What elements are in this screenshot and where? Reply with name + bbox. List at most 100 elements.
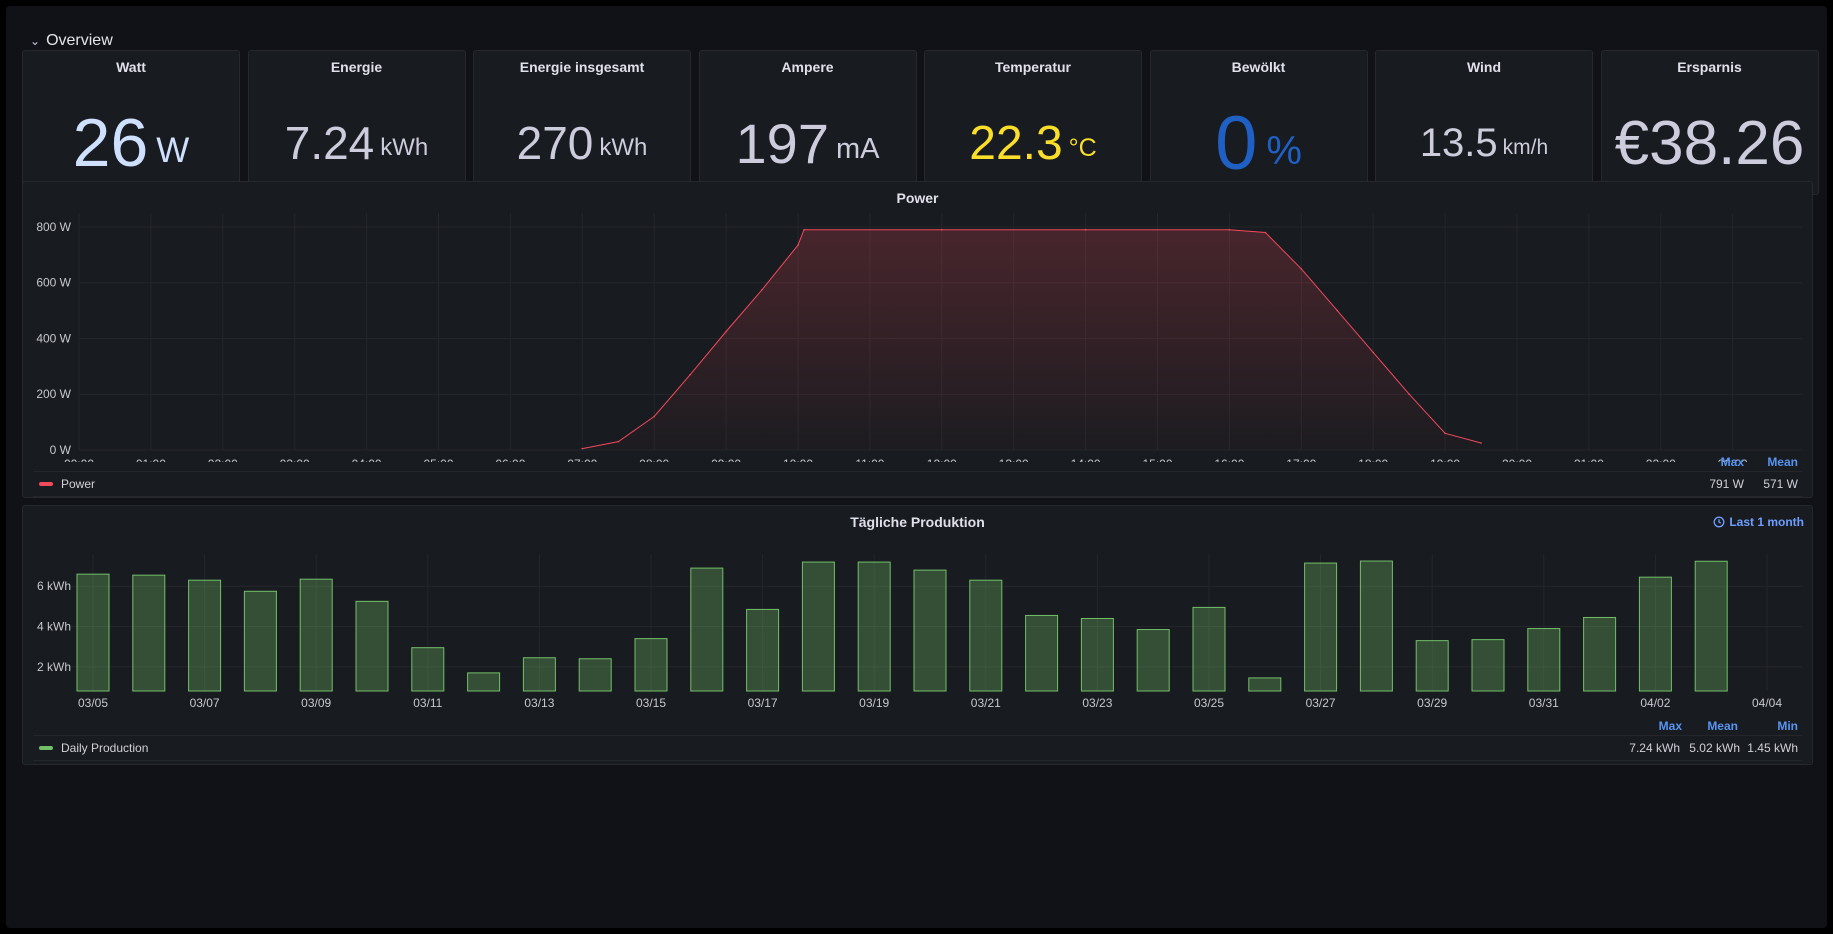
production-bar[interactable] <box>1304 562 1338 692</box>
power-area <box>582 229 1482 450</box>
production-bar[interactable] <box>467 672 501 692</box>
power-legend: Power 791 W 571 W <box>33 471 1802 497</box>
power-data-point <box>617 440 620 443</box>
stat-value-wrapper: 0% <box>1151 91 1367 195</box>
time-range-info[interactable]: Last 1 month <box>1713 515 1804 529</box>
power-chart[interactable]: 00:00 01:00 02:00 03:00 04:00 05:00 06:00 07:00… <box>23 182 1812 462</box>
power-data-point <box>653 415 655 418</box>
x-tick-label: 10:00 <box>783 457 813 462</box>
stat-panel[interactable]: Wind 13.5 km/h <box>1375 50 1593 195</box>
production-bar[interactable] <box>1192 606 1226 692</box>
legend-header-mean[interactable]: Mean <box>1767 455 1798 469</box>
legend-series-label: Power <box>61 477 96 491</box>
stat-title: Ersparnis <box>1677 59 1742 75</box>
production-bar[interactable] <box>1638 576 1672 692</box>
stat-value: 26 <box>72 105 149 181</box>
power-data-point <box>1228 228 1231 231</box>
production-bar[interactable] <box>969 579 1003 692</box>
power-data-point <box>1300 267 1303 270</box>
stat-title: Temperatur <box>995 59 1071 75</box>
power-data-point <box>941 228 943 231</box>
stat-value-wrapper: 13.5 km/h <box>1376 91 1592 195</box>
x-tick-label: 03/09 <box>301 696 331 710</box>
legend-header-mean[interactable]: Mean <box>1707 719 1738 733</box>
production-bar[interactable] <box>1583 616 1617 692</box>
x-tick-label: 19:00 <box>1430 457 1460 462</box>
stat-value-wrapper: 26 W <box>23 91 239 195</box>
x-tick-label: 07:00 <box>567 457 597 462</box>
production-bar[interactable] <box>1080 617 1114 692</box>
production-bar[interactable] <box>1415 640 1449 692</box>
row-header-overview[interactable]: ⌄ Overview <box>30 28 113 54</box>
stat-value-wrapper: 22.3 °C <box>925 91 1141 195</box>
stat-value-wrapper: 7.24 kWh <box>249 91 465 195</box>
production-bar[interactable] <box>1694 560 1728 692</box>
production-bar[interactable] <box>1471 639 1505 692</box>
power-data-point <box>1264 231 1267 234</box>
production-bar[interactable] <box>1248 677 1282 692</box>
legend-max-value: 791 W <box>1709 477 1744 491</box>
stat-panel[interactable]: Ersparnis €38.26 <box>1600 50 1819 195</box>
y-tick-label: 2 kWh <box>37 660 71 674</box>
production-bar[interactable] <box>1025 614 1059 692</box>
stat-value-wrapper: €38.26 <box>1602 91 1818 195</box>
production-bar[interactable] <box>76 573 110 692</box>
x-tick-label: 23:00 <box>1718 457 1748 462</box>
x-tick-label: 01:00 <box>136 457 166 462</box>
x-tick-label: 03/13 <box>524 696 554 710</box>
x-tick-label: 09:00 <box>711 457 741 462</box>
legend-max-value: 7.24 kWh <box>1629 741 1680 755</box>
power-series-line[interactable] <box>582 229 1482 450</box>
legend-header-max[interactable]: Max <box>1720 455 1744 469</box>
stat-title: Energie <box>330 59 383 75</box>
production-bar[interactable] <box>1136 629 1170 692</box>
panel-title: Tägliche Produktion <box>850 514 985 530</box>
daily-production-panel[interactable]: Tägliche Produktion Last 1 month 03/05 03… <box>22 505 1813 765</box>
power-data-point <box>689 373 691 376</box>
power-data-point <box>1408 393 1410 396</box>
production-bar[interactable] <box>132 574 166 692</box>
stat-unit: W <box>156 130 190 170</box>
x-tick-label: 03/17 <box>748 696 778 710</box>
production-bar[interactable] <box>801 561 835 692</box>
production-bar[interactable] <box>746 608 780 692</box>
stat-unit: kWh <box>380 134 429 161</box>
x-tick-label: 13:00 <box>999 457 1029 462</box>
production-bar[interactable] <box>1359 560 1393 692</box>
stat-unit: kWh <box>599 134 648 161</box>
x-tick-label: 02:00 <box>208 457 238 462</box>
production-bar[interactable] <box>913 569 947 692</box>
x-tick-label: 03/15 <box>636 696 666 710</box>
x-tick-label: 14:00 <box>1071 457 1101 462</box>
stat-panel[interactable]: Energie insgesamt 270 kWh <box>473 50 691 195</box>
power-data-point <box>1372 351 1374 354</box>
production-bar[interactable] <box>857 561 891 692</box>
stat-panel[interactable]: Bewölkt 0% <box>1149 50 1368 195</box>
production-bar[interactable] <box>299 578 333 692</box>
production-bar[interactable] <box>243 590 277 692</box>
legend-item-daily-production[interactable]: Daily Production <box>39 741 148 755</box>
stat-unit: % <box>1266 129 1302 173</box>
production-bar[interactable] <box>634 638 668 692</box>
legend-header-max[interactable]: Max <box>1658 719 1682 733</box>
legend-header-min[interactable]: Min <box>1777 719 1798 733</box>
stat-panel[interactable]: Ampere 197 mA <box>698 50 917 195</box>
power-panel[interactable]: Power 00:00 01:00 02:00 03:00 04:00 05:00 06:0… <box>22 181 1813 498</box>
production-bar[interactable] <box>690 567 724 692</box>
production-bar[interactable] <box>1527 628 1561 692</box>
production-bar[interactable] <box>522 657 556 692</box>
legend-item-power[interactable]: Power <box>39 477 95 491</box>
daily-production-chart[interactable]: 03/05 03/07 03/09 03/11 03/13 03/15 03/17 03/19… <box>23 506 1812 716</box>
production-bar[interactable] <box>188 579 222 692</box>
production-bar[interactable] <box>411 647 445 692</box>
stat-value: 0 <box>1215 100 1258 186</box>
power-data-point <box>1480 442 1482 444</box>
production-bar[interactable] <box>355 600 389 692</box>
legend-color-swatch <box>39 746 53 750</box>
stat-title: Wind <box>1466 59 1502 75</box>
stat-panel[interactable]: Energie 7.24 kWh <box>247 50 466 195</box>
stat-panel[interactable]: Temperatur 22.3 °C <box>924 50 1142 195</box>
stat-panel[interactable]: Watt 26 W <box>22 50 240 195</box>
production-bar[interactable] <box>578 658 612 692</box>
x-tick-label: 11:00 <box>855 457 884 462</box>
